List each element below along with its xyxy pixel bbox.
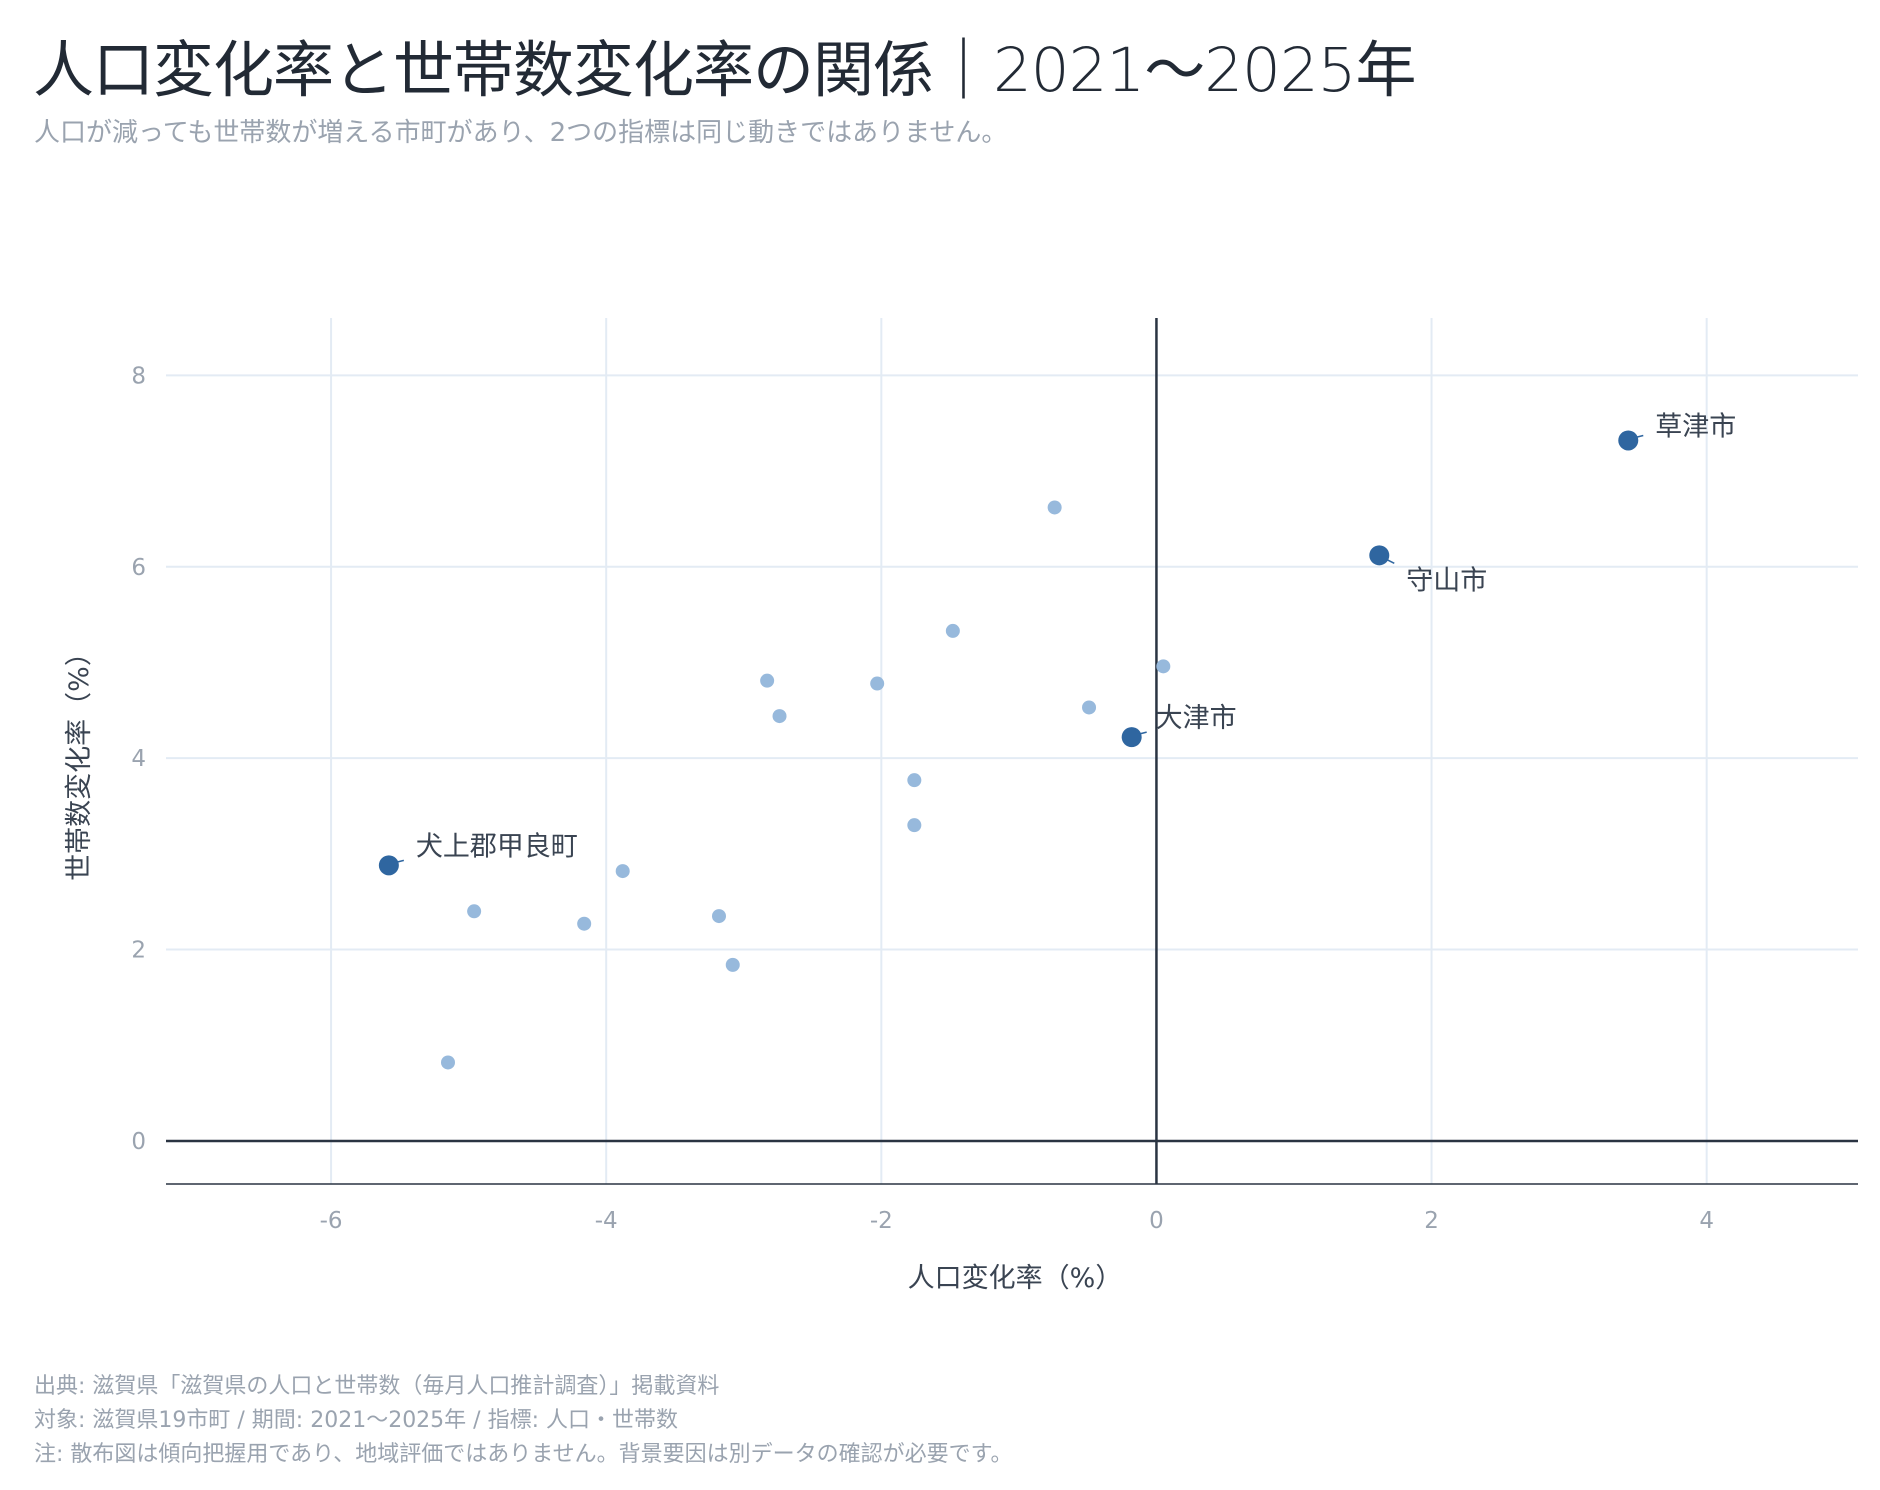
data-point: [1156, 659, 1171, 674]
data-point: [907, 818, 922, 833]
x-tick-label: -4: [595, 1208, 618, 1234]
footer-note: 注: 散布図は傾向把握用であり、地域評価ではありません。背景要因は別データの確認…: [34, 1442, 1013, 1467]
x-tick-label: 0: [1149, 1208, 1164, 1234]
chart-title: 人口変化率と世帯数変化率の関係｜2021〜2025年: [33, 35, 1416, 106]
data-point: [772, 709, 787, 724]
label-leader-line: [1385, 558, 1395, 564]
data-point: [870, 676, 885, 691]
data-points: [378, 430, 1639, 1070]
y-tick-label: 4: [131, 746, 146, 772]
y-tick-label: 2: [131, 938, 146, 964]
data-point: [711, 909, 726, 924]
point-label: 大津市: [1156, 703, 1237, 734]
highlight-point: [1121, 727, 1142, 748]
x-tick-label: -2: [870, 1208, 893, 1234]
x-axis-label: 人口変化率（%）: [908, 1263, 1123, 1294]
data-point: [467, 904, 482, 919]
label-leader-line: [1635, 434, 1644, 439]
y-tick-label: 8: [131, 363, 146, 389]
y-tick-label: 6: [131, 555, 146, 581]
x-tick-label: 4: [1699, 1208, 1714, 1234]
highlight-point: [1369, 545, 1390, 566]
data-point: [907, 773, 922, 788]
footer-source: 出典: 滋賀県「滋賀県の人口と世帯数（毎月人口推計調査）」掲載資料: [34, 1374, 720, 1399]
data-point: [577, 916, 592, 931]
point-label: 草津市: [1655, 411, 1736, 442]
tick-labels: -6 -4 -2 0 2 4 0 2 4 6 8: [131, 363, 1714, 1234]
data-point: [725, 957, 740, 972]
highlight-point: [378, 855, 399, 876]
x-tick-label: 2: [1424, 1208, 1439, 1234]
data-point: [1047, 500, 1062, 515]
x-tick-label: -6: [320, 1208, 343, 1234]
y-tick-label: 0: [131, 1129, 146, 1155]
data-point: [1082, 700, 1097, 715]
data-point: [945, 623, 960, 638]
footer-scope: 対象: 滋賀県19市町 / 期間: 2021〜2025年 / 指標: 人口・世帯…: [34, 1408, 678, 1433]
chart-subtitle: 人口が減っても世帯数が増える市町があり、2つの指標は同じ動きではありません。: [34, 118, 1008, 148]
point-label: 犬上郡甲良町: [416, 831, 578, 862]
highlight-point: [1618, 430, 1639, 451]
label-leader-line: [1138, 731, 1147, 735]
y-axis-label: 世帯数変化率（%）: [64, 639, 95, 881]
data-point: [760, 673, 775, 688]
axes: [166, 318, 1858, 1185]
grid-lines: [166, 318, 1858, 1184]
data-point: [615, 864, 630, 879]
label-leader-line: [395, 859, 405, 864]
data-point: [441, 1055, 455, 1070]
point-label: 守山市: [1406, 565, 1487, 596]
